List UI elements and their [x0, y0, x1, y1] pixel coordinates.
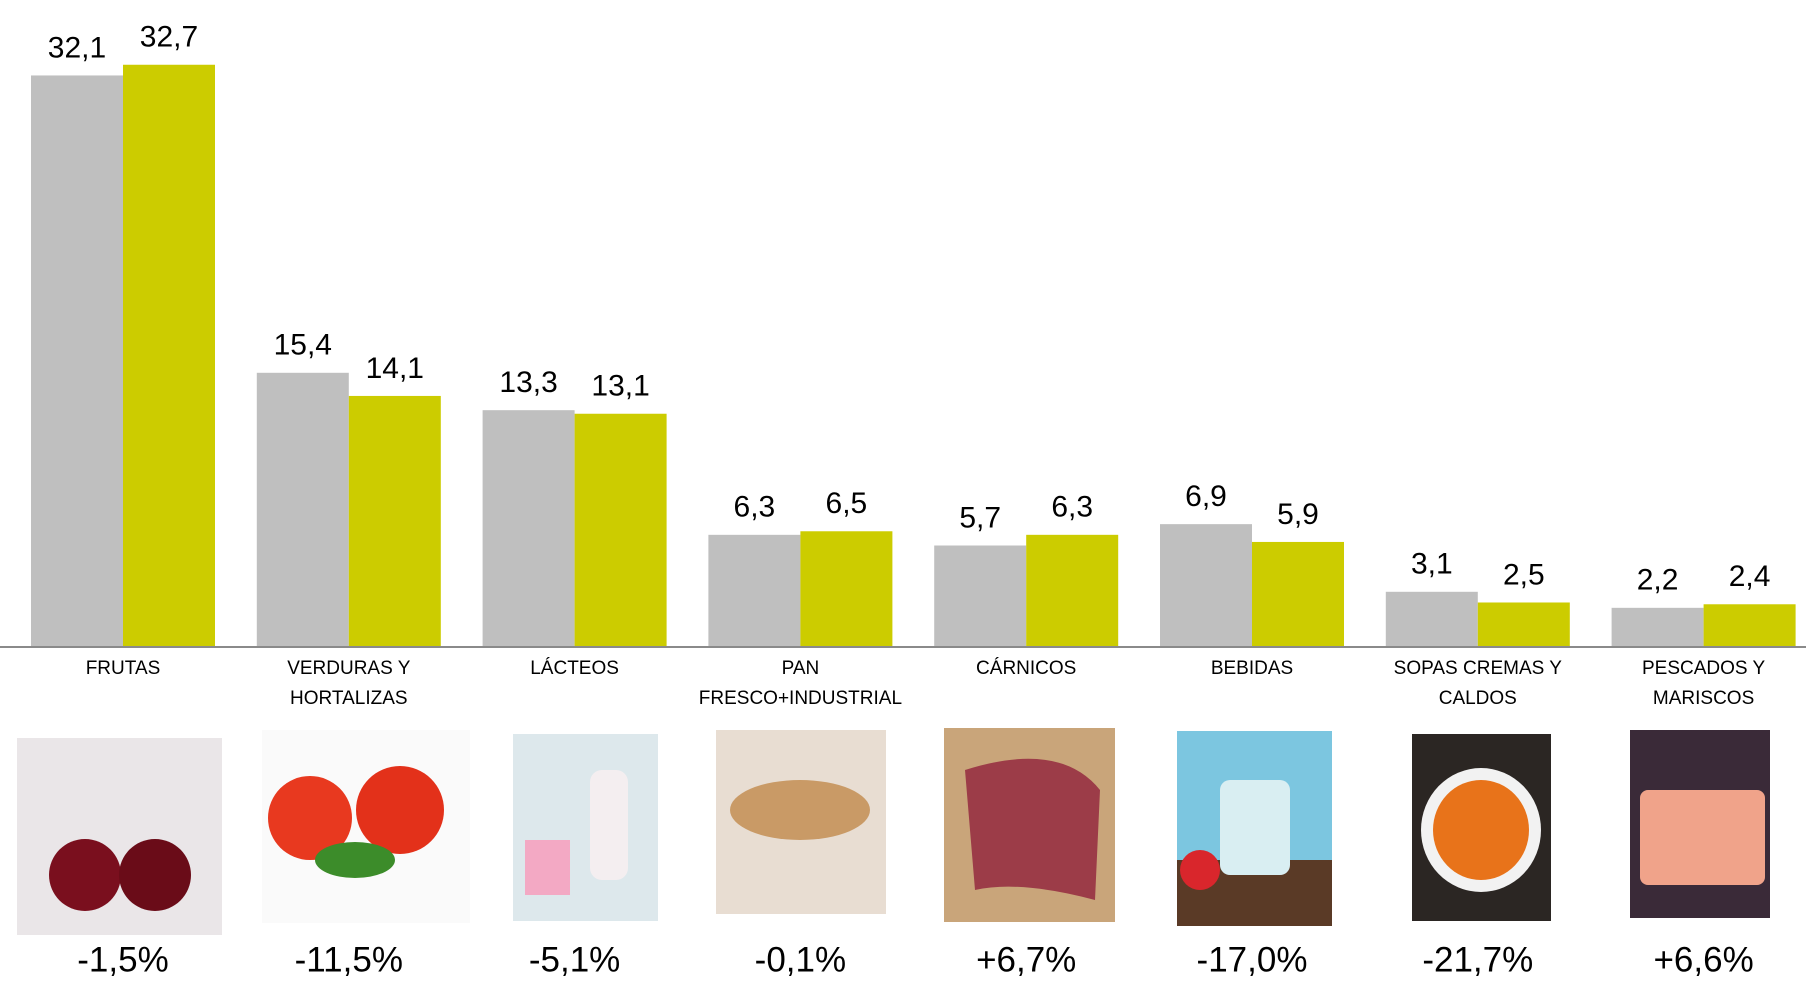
photo: [1433, 780, 1529, 880]
bar: [348, 395, 441, 647]
bar: [708, 534, 801, 647]
bar: [1611, 607, 1704, 647]
x-tick-label: SOPAS CREMAS Y CALDOS: [1394, 658, 1563, 709]
value-label: 2,5: [1503, 558, 1545, 591]
bar: [482, 410, 575, 647]
x-tick-label: PESCADOS Y MARISCOS: [1642, 658, 1766, 709]
x-tick-label: CÁRNICOS: [976, 658, 1076, 679]
change-label: -21,7%: [1422, 940, 1533, 979]
bar: [1703, 604, 1796, 647]
change-label: -11,5%: [295, 940, 403, 979]
x-tick-label: BEBIDAS: [1211, 658, 1293, 679]
x-tick-label: VERDURAS Y HORTALIZAS: [287, 658, 411, 709]
bar: [800, 531, 893, 647]
bar: [1026, 534, 1119, 647]
photo: [730, 780, 870, 840]
photo: [356, 766, 444, 854]
photo: [49, 839, 121, 911]
value-label: 6,3: [734, 491, 776, 524]
value-label: 14,1: [366, 352, 424, 385]
change-label: +6,6%: [1653, 940, 1753, 979]
value-label: 6,3: [1051, 491, 1093, 524]
value-label: 2,2: [1637, 564, 1679, 597]
photo: [1220, 780, 1290, 875]
change-label: +6,7%: [976, 940, 1076, 979]
bar: [1160, 524, 1252, 647]
bar: [934, 545, 1027, 647]
bar: [1477, 602, 1570, 647]
x-tick-label: LÁCTEOS: [530, 658, 619, 679]
photo: [1180, 850, 1220, 890]
photo: [590, 770, 628, 880]
value-label: 6,9: [1185, 480, 1227, 513]
value-label: 13,3: [499, 366, 557, 399]
value-label: 5,9: [1277, 498, 1319, 531]
photos: [17, 728, 1770, 935]
change-label: -5,1%: [529, 940, 620, 979]
photo: [315, 842, 395, 878]
bar: [1385, 591, 1478, 647]
x-tick-label: FRUTAS: [86, 658, 161, 679]
change-label: -0,1%: [755, 940, 846, 979]
bar: [256, 372, 349, 647]
photo: [1640, 790, 1765, 885]
x-tick-label: PAN FRESCO+INDUSTRIAL: [699, 658, 902, 709]
value-label: 5,7: [959, 501, 1001, 534]
bar: [123, 64, 215, 648]
photo: [965, 758, 1100, 900]
change-label: -17,0%: [1197, 940, 1308, 979]
photo: [119, 839, 191, 911]
photo: [268, 776, 352, 860]
bar: [574, 413, 667, 647]
value-label: 15,4: [274, 329, 332, 362]
value-label: 3,1: [1411, 548, 1453, 581]
value-label: 6,5: [826, 487, 868, 520]
photo: [17, 738, 222, 935]
bar: [31, 75, 123, 648]
change-label: -1,5%: [77, 940, 168, 979]
value-label: 32,7: [140, 21, 198, 54]
bar: [1252, 541, 1344, 647]
value-label: 2,4: [1729, 560, 1771, 593]
value-label: 32,1: [48, 31, 106, 64]
value-label: 13,1: [591, 370, 649, 403]
photo: [525, 840, 570, 895]
